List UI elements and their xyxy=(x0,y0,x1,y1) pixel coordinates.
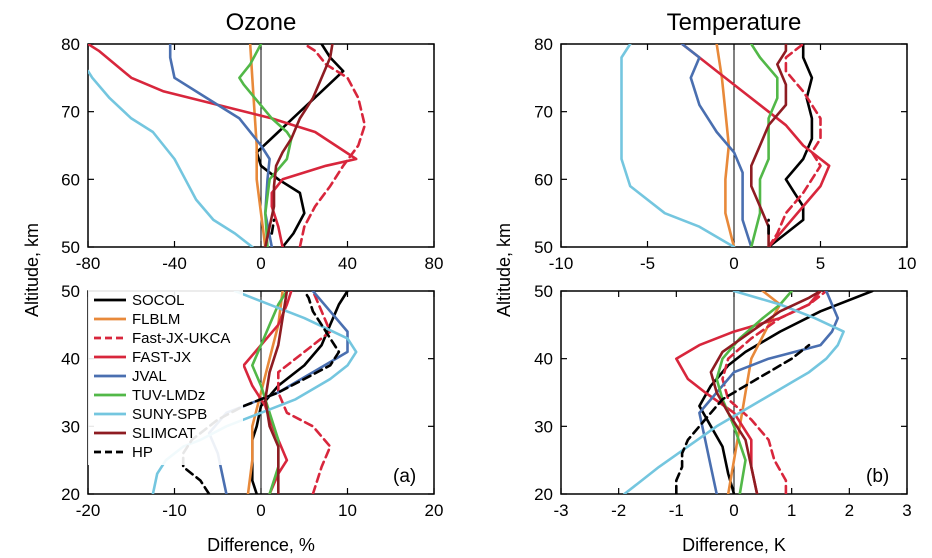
series-suny-spb xyxy=(623,291,845,494)
series-tuv-lmdz xyxy=(750,44,779,247)
x-tick-label: -5 xyxy=(640,254,655,273)
legend-label: HP xyxy=(132,444,153,461)
y-tick-label: 30 xyxy=(61,417,80,436)
series-socol xyxy=(698,291,874,494)
series-fast-jx-ukca xyxy=(277,291,332,494)
series-socol xyxy=(767,44,814,247)
y-tick-label: 70 xyxy=(61,103,80,122)
y-tick-label: 40 xyxy=(534,350,553,369)
legend-label: SOCOL xyxy=(132,292,185,309)
ylabel-left: Altitude, km xyxy=(22,223,42,317)
x-tick-label: -2 xyxy=(611,501,626,520)
x-tick-label: 2 xyxy=(845,501,854,520)
x-tick-label: 80 xyxy=(425,254,444,273)
title-ozone: Ozone xyxy=(226,9,297,36)
x-tick-label: 20 xyxy=(425,501,444,520)
y-tick-label: 50 xyxy=(61,238,80,257)
x-tick-label: 0 xyxy=(256,254,265,273)
xlabel-a: Difference, % xyxy=(207,535,315,555)
legend-label: SUNY-SPB xyxy=(132,406,207,423)
panel-b-top: -10 -5 0 5 10 50 60 70 80 xyxy=(534,35,916,273)
series-fast-jx xyxy=(680,44,831,247)
ylabel-right: Altitude, km xyxy=(494,223,514,317)
x-tick-label: -1 xyxy=(669,501,684,520)
series-group xyxy=(623,291,874,494)
y-tick-label: 50 xyxy=(534,282,553,301)
series-tuv-lmdz xyxy=(238,44,293,247)
series-jval xyxy=(680,44,753,247)
legend-label: Fast-JX-UKCA xyxy=(132,330,230,347)
series-fast-jx-ukca xyxy=(298,44,367,247)
x-tick-label: 5 xyxy=(816,254,825,273)
x-tick-label: 10 xyxy=(898,254,917,273)
x-tick-label: 10 xyxy=(338,501,357,520)
title-temperature: Temperature xyxy=(667,9,802,36)
series-slimcat xyxy=(750,44,788,247)
series-hp xyxy=(270,218,276,235)
panel-label-b: (b) xyxy=(866,466,889,487)
series-suny-spb xyxy=(88,69,254,247)
y-tick-label: 50 xyxy=(534,238,553,257)
x-tick-label: -10 xyxy=(549,254,574,273)
legend-label: TUV-LMDz xyxy=(132,387,205,404)
x-tick-label: 40 xyxy=(338,254,357,273)
x-tick-label: 3 xyxy=(902,501,911,520)
x-tick-label: 0 xyxy=(256,501,265,520)
series-flblm xyxy=(248,44,267,247)
x-tick-label: 1 xyxy=(787,501,796,520)
series-slimcat xyxy=(264,291,289,494)
x-tick-label: -3 xyxy=(553,501,568,520)
y-tick-label: 40 xyxy=(61,350,80,369)
series-hp xyxy=(675,343,811,494)
series-slimcat xyxy=(264,44,334,247)
y-tick-label: 30 xyxy=(534,417,553,436)
panel-b-bottom: -3 -2 -1 0 1 2 3 20 30 40 50 xyxy=(534,282,912,520)
y-tick-label: 70 xyxy=(534,103,553,122)
legend-label: SLIMCAT xyxy=(132,425,196,442)
x-tick-label: -10 xyxy=(162,501,187,520)
y-tick-label: 60 xyxy=(61,170,80,189)
series-fast-jx xyxy=(88,44,358,247)
x-tick-label: -20 xyxy=(76,501,101,520)
series-fast-jx xyxy=(242,291,293,494)
series-slimcat xyxy=(709,291,822,494)
series-socol xyxy=(255,44,345,247)
panel-a-top: -80 -40 0 40 80 50 60 70 80 xyxy=(61,35,443,273)
y-tick-label: 80 xyxy=(534,35,553,54)
x-tick-label: 0 xyxy=(729,254,738,273)
series-jval xyxy=(698,291,840,494)
series-group xyxy=(620,44,831,247)
y-tick-label: 80 xyxy=(61,35,80,54)
panel-label-a: (a) xyxy=(393,466,416,487)
legend: SOCOL FLBLM Fast-JX-UKCA FAST-JX JVAL TUV-LMD… xyxy=(88,290,243,465)
series-suny-spb xyxy=(620,44,736,247)
y-tick-label: 20 xyxy=(61,485,80,504)
legend-label: JVAL xyxy=(132,368,167,385)
series-group xyxy=(88,44,367,247)
y-tick-label: 50 xyxy=(61,282,80,301)
x-tick-label: 0 xyxy=(729,501,738,520)
y-tick-label: 60 xyxy=(534,170,553,189)
legend-label: FAST-JX xyxy=(132,349,191,366)
series-flblm xyxy=(726,291,782,494)
xlabel-b: Difference, K xyxy=(682,535,786,555)
x-tick-label: -40 xyxy=(162,254,187,273)
y-tick-label: 20 xyxy=(534,485,553,504)
x-tick-label: -80 xyxy=(76,254,101,273)
panel-a-titles: Ozone Difference, % xyxy=(207,9,315,555)
series-fast-jx xyxy=(675,291,822,494)
legend-label: FLBLM xyxy=(132,311,180,328)
series-tuv-lmdz xyxy=(715,291,793,494)
panel-b-titles: Temperature Difference, K xyxy=(667,9,802,555)
